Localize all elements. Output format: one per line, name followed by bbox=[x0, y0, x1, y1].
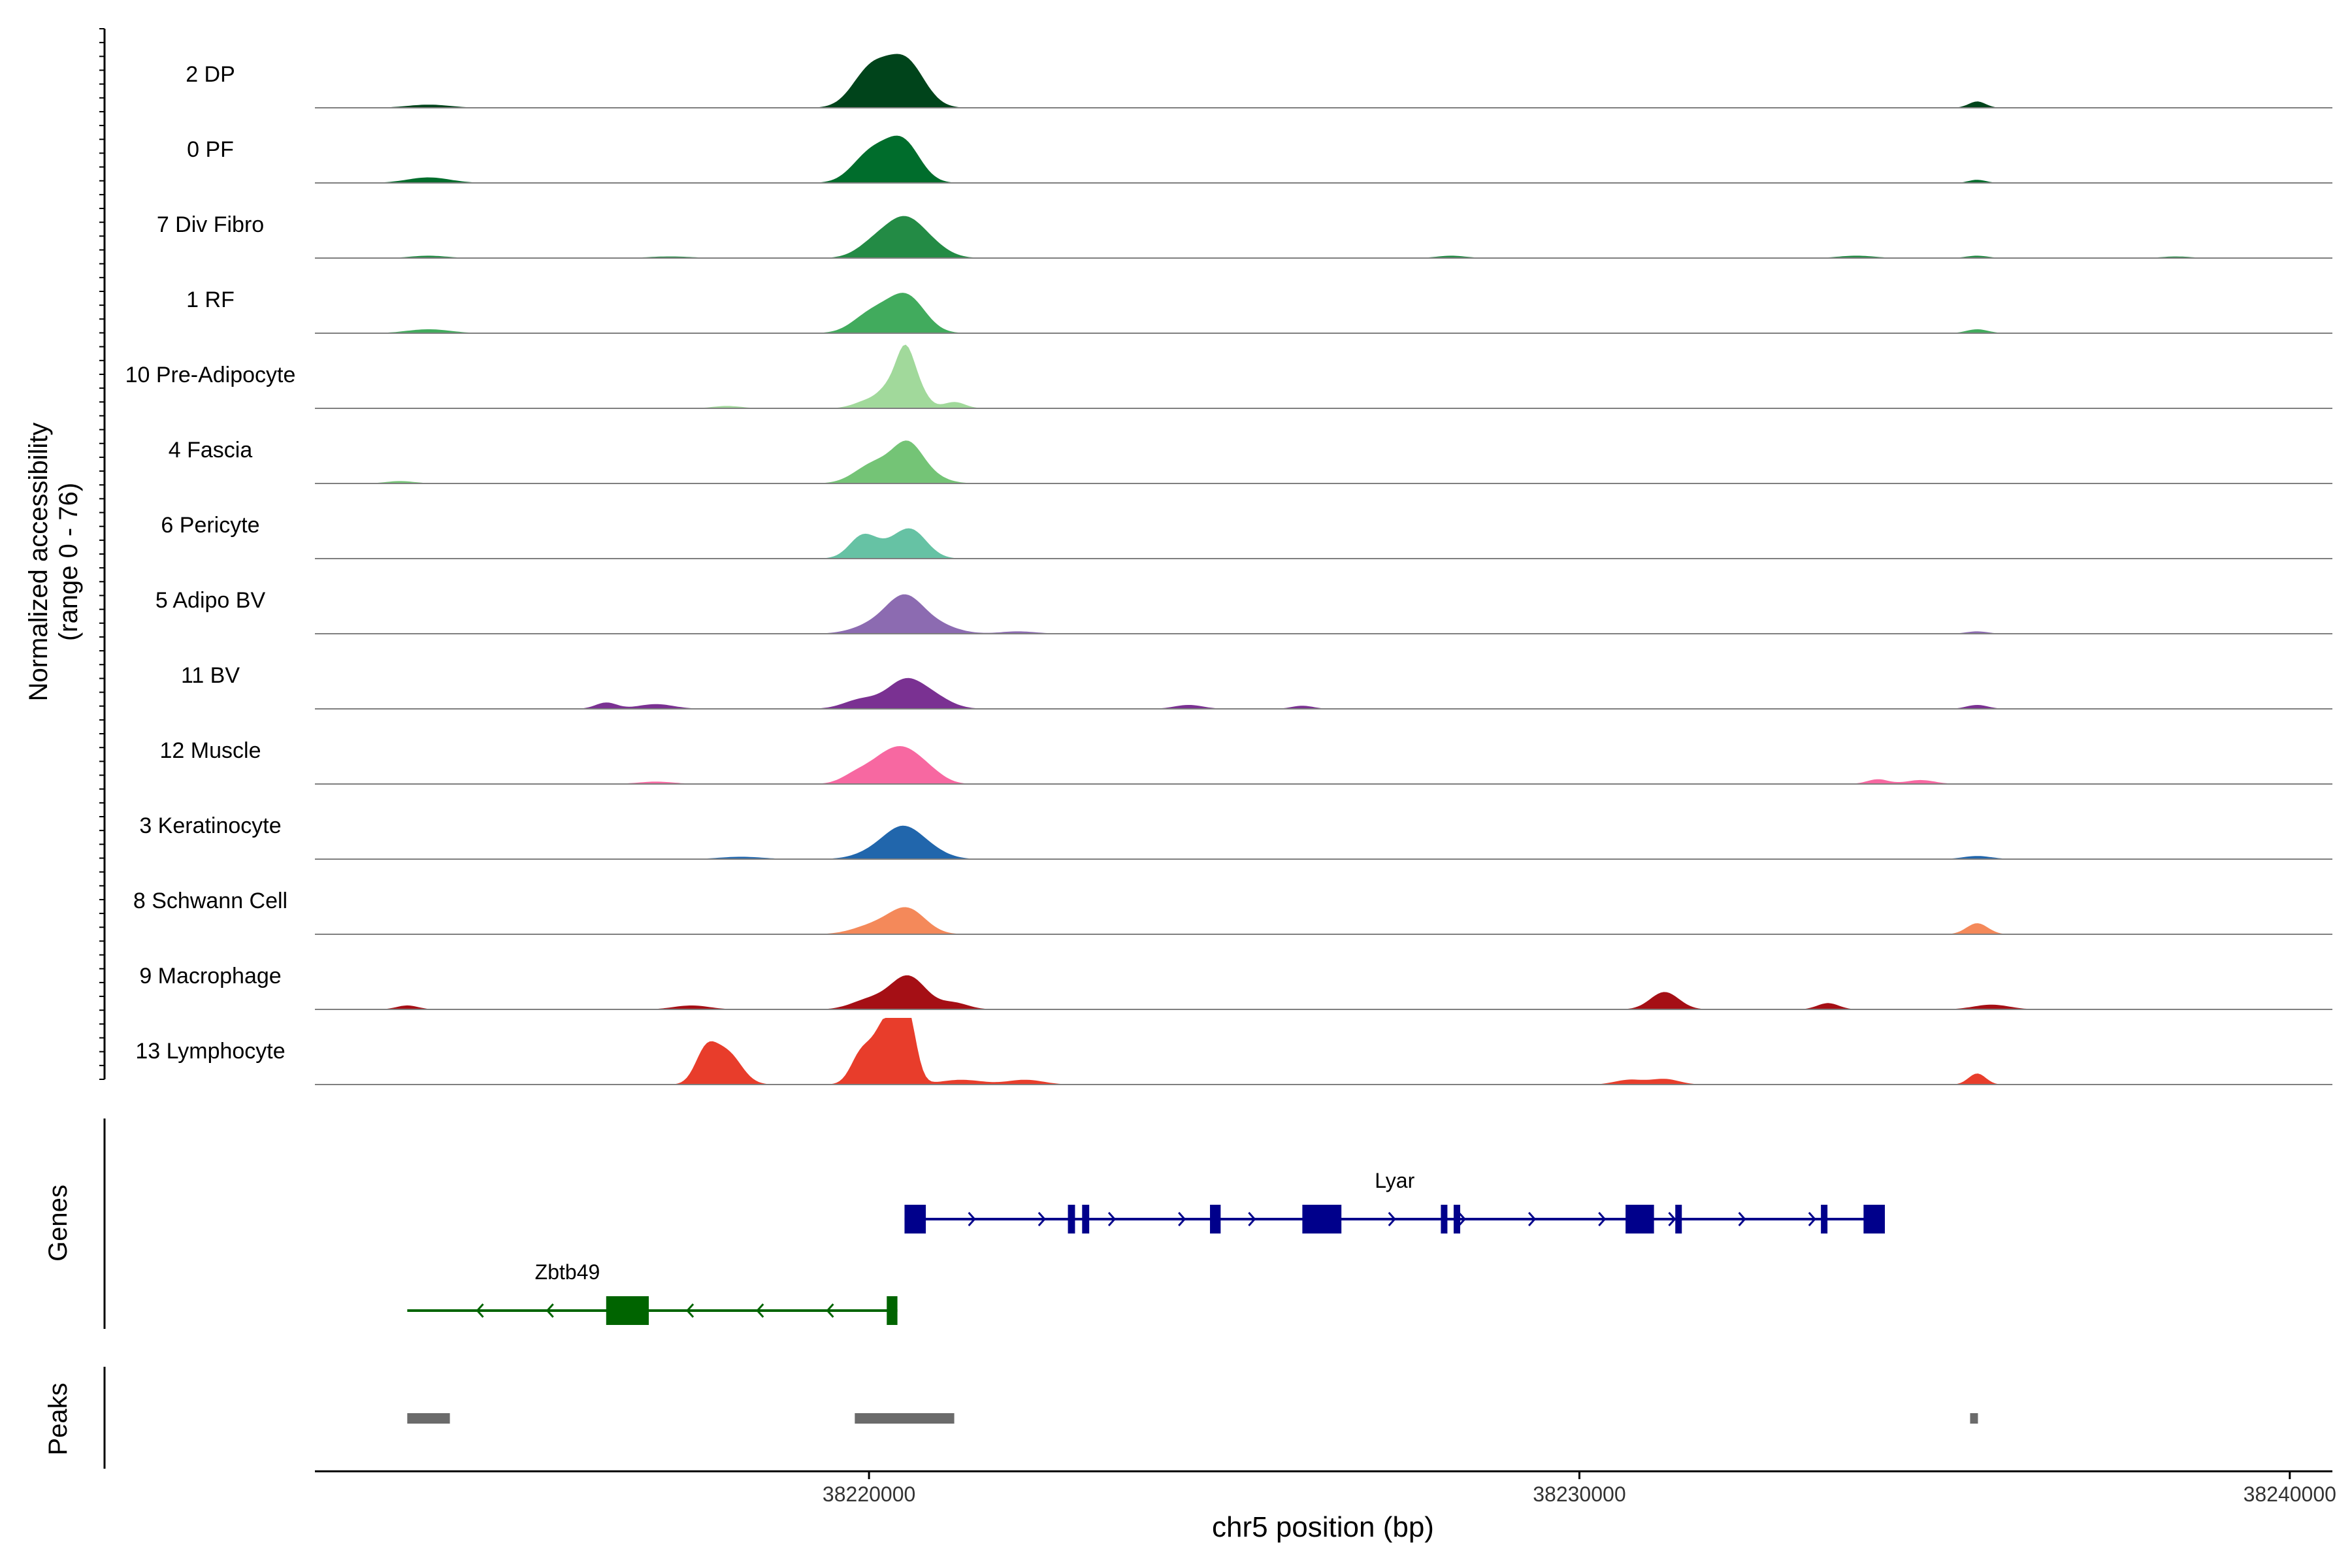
coverage-track: 1 RF bbox=[186, 287, 2332, 334]
strand-arrow bbox=[756, 1303, 764, 1318]
coverage-area bbox=[315, 825, 2332, 859]
coverage-track: 5 Adipo BV bbox=[155, 588, 2332, 634]
coverage-track: 7 Div Fibro bbox=[157, 212, 2332, 259]
coverage-track: 6 Pericyte bbox=[161, 513, 2332, 559]
track-label: 1 RF bbox=[186, 287, 235, 312]
coverage-track: 3 Keratinocyte bbox=[139, 813, 2332, 860]
coverage-area bbox=[315, 440, 2332, 483]
strand-arrow bbox=[1248, 1211, 1256, 1227]
track-label: 9 Macrophage bbox=[139, 964, 281, 988]
coverage-track: 11 BV bbox=[181, 663, 2332, 710]
track-label: 6 Pericyte bbox=[161, 513, 259, 538]
axes: 38220000 38230000 38240000 bbox=[99, 28, 2336, 1506]
strand-arrow bbox=[476, 1303, 484, 1318]
exon-block bbox=[904, 1205, 926, 1233]
coverage-area bbox=[315, 528, 2332, 559]
exon-block bbox=[1441, 1205, 1448, 1233]
x-axis-label: chr5 position (bp) bbox=[1212, 1511, 1434, 1543]
coverage-area bbox=[315, 54, 2332, 108]
x-tick-label: 38220000 bbox=[823, 1482, 915, 1506]
track-label: 10 Pre-Adipocyte bbox=[125, 363, 296, 387]
x-tick-label: 38230000 bbox=[1533, 1482, 1625, 1506]
exon-block bbox=[1625, 1205, 1654, 1233]
strand-arrow bbox=[968, 1211, 976, 1227]
exon-block bbox=[606, 1296, 649, 1325]
coverage-area bbox=[315, 135, 2332, 183]
exon-block bbox=[1082, 1205, 1090, 1233]
coverage-track: 2 DP bbox=[186, 54, 2332, 108]
track-label: 11 BV bbox=[181, 663, 240, 688]
strand-arrow bbox=[1738, 1211, 1746, 1227]
track-label: 12 Muscle bbox=[160, 738, 261, 763]
exon-block bbox=[1302, 1205, 1342, 1233]
y-axis-label-line2: (range 0 - 76) bbox=[54, 483, 83, 641]
track-label: 13 Lymphocyte bbox=[135, 1039, 285, 1064]
exon-block bbox=[1821, 1205, 1828, 1233]
strand-arrow bbox=[1178, 1211, 1186, 1227]
strand-arrow bbox=[1808, 1211, 1816, 1227]
coverage-area bbox=[315, 216, 2332, 258]
track-label: 2 DP bbox=[186, 62, 235, 87]
coverage-track: 0 PF bbox=[187, 135, 2332, 184]
track-label: 3 Keratinocyte bbox=[139, 813, 281, 838]
exon-block bbox=[1068, 1205, 1075, 1233]
gene-label: Lyar bbox=[1375, 1169, 1414, 1192]
coverage-area bbox=[315, 678, 2332, 709]
strand-arrow bbox=[686, 1303, 694, 1318]
exon-block bbox=[1675, 1205, 1682, 1233]
strand-arrow bbox=[1388, 1211, 1396, 1227]
coverage-area bbox=[315, 975, 2332, 1009]
coverage-area bbox=[315, 1018, 2332, 1085]
coverage-area bbox=[315, 293, 2332, 333]
coverage-tracks: 2 DP 0 PF 7 Div Fibro 1 RF 10 Pre-Adipocyte 4… bbox=[125, 54, 2332, 1085]
track-label: 7 Div Fibro bbox=[157, 212, 264, 237]
coverage-track: 12 Muscle bbox=[160, 738, 2332, 785]
coverage-track: 8 Schwann Cell bbox=[133, 889, 2332, 935]
strand-arrow bbox=[826, 1303, 834, 1318]
track-label: 4 Fascia bbox=[169, 438, 253, 463]
strand-arrow bbox=[1458, 1211, 1466, 1227]
coverage-track: 9 Macrophage bbox=[139, 964, 2332, 1010]
track-label: 0 PF bbox=[187, 137, 234, 162]
x-tick-label: 38240000 bbox=[2244, 1482, 2336, 1506]
exon-block bbox=[1210, 1205, 1221, 1233]
gene-models: Lyar Zbtb49 bbox=[407, 1169, 1885, 1325]
coverage-area bbox=[315, 907, 2332, 934]
strand-arrow bbox=[1107, 1211, 1117, 1227]
coverage-track: 4 Fascia bbox=[169, 438, 2332, 484]
track-label: 8 Schwann Cell bbox=[133, 889, 287, 913]
strand-arrow bbox=[1668, 1211, 1676, 1227]
coverage-area bbox=[315, 594, 2332, 634]
exon-block bbox=[887, 1296, 898, 1325]
peaks-panel-label: Peaks bbox=[44, 1382, 73, 1455]
peak-regions bbox=[407, 1413, 1978, 1424]
peak-bar bbox=[855, 1413, 955, 1424]
exon-block bbox=[1863, 1205, 1885, 1233]
strand-arrow bbox=[546, 1303, 554, 1318]
coverage-area bbox=[315, 746, 2332, 784]
gene-label: Zbtb49 bbox=[535, 1260, 600, 1284]
exon-block bbox=[1453, 1205, 1460, 1233]
genes-panel-label: Genes bbox=[44, 1184, 73, 1262]
strand-arrow bbox=[1527, 1211, 1537, 1227]
coverage-track: 13 Lymphocyte bbox=[135, 1018, 2332, 1085]
gene-model: Zbtb49 bbox=[407, 1260, 898, 1325]
peak-bar bbox=[1970, 1413, 1978, 1424]
strand-arrow bbox=[1598, 1211, 1607, 1227]
coverage-track: 10 Pre-Adipocyte bbox=[125, 344, 2332, 409]
coverage-area bbox=[315, 344, 2332, 408]
track-label: 5 Adipo BV bbox=[155, 588, 266, 613]
gene-model: Lyar bbox=[904, 1169, 1885, 1233]
strand-arrow bbox=[1037, 1211, 1046, 1227]
y-axis-label-line1: Normalized accessibility bbox=[24, 423, 53, 702]
peak-bar bbox=[407, 1413, 450, 1424]
